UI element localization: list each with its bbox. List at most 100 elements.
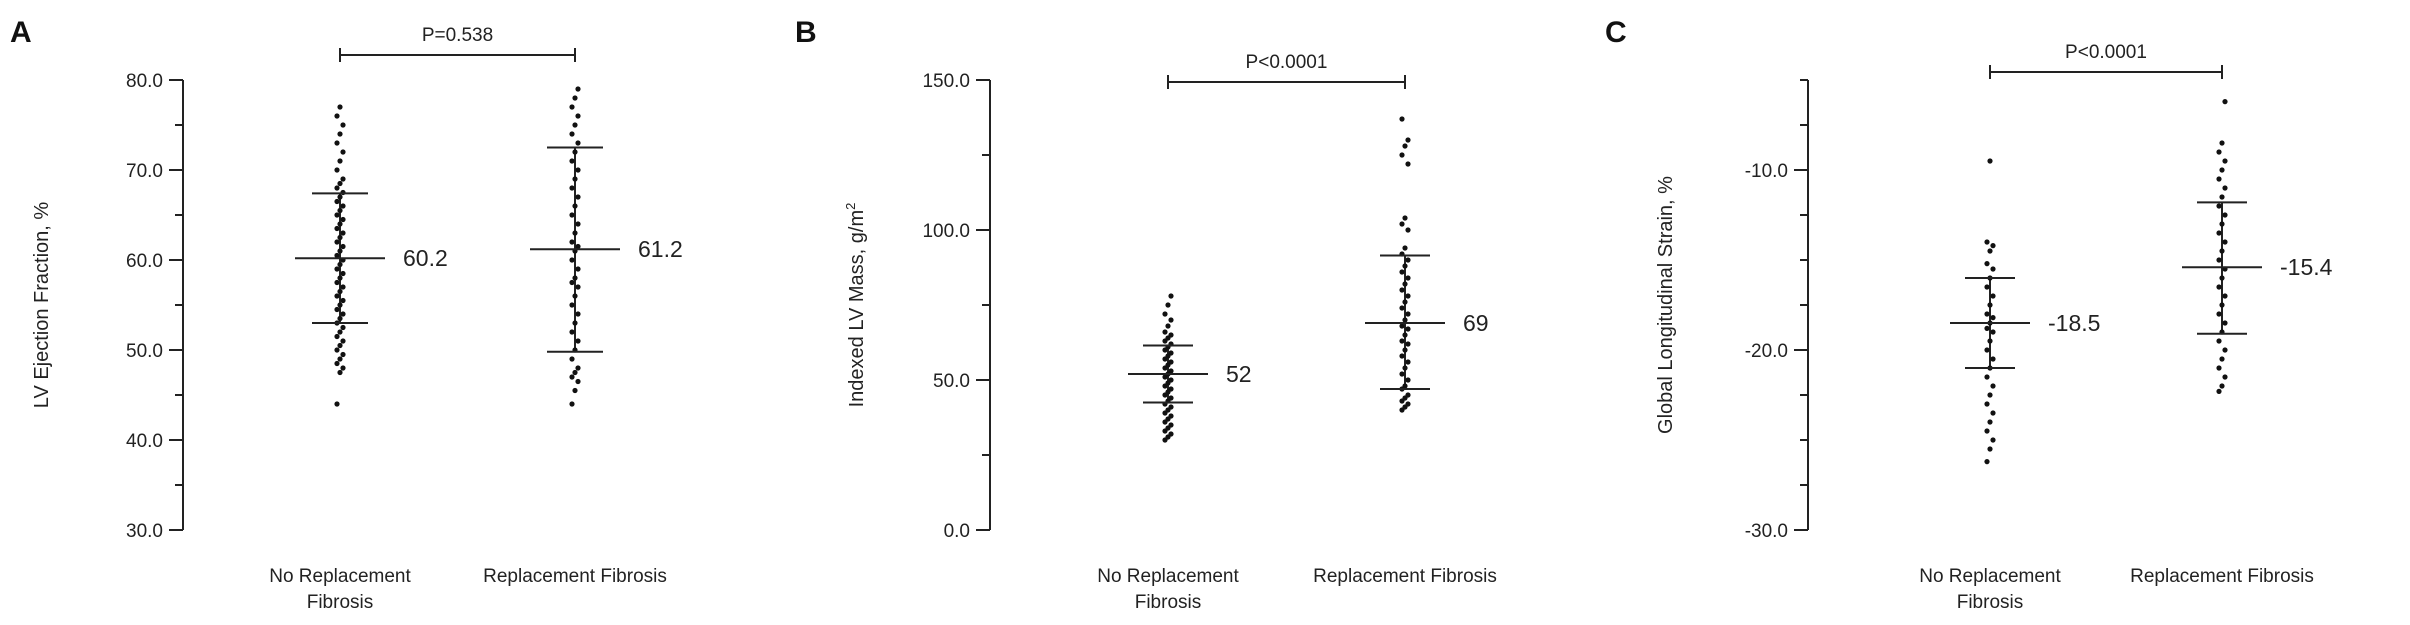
data-point [1405, 401, 1411, 407]
data-point [1405, 257, 1411, 263]
data-point [337, 131, 343, 137]
data-point [340, 230, 346, 236]
data-point [334, 167, 340, 173]
data-point [1168, 404, 1174, 410]
mean-value-label: 52 [1226, 361, 1252, 387]
data-point [337, 356, 343, 362]
data-point [340, 297, 346, 304]
data-point [1399, 338, 1405, 344]
data-point [2216, 203, 2222, 209]
data-point [1990, 243, 1996, 249]
data-point [575, 311, 581, 317]
data-point [2222, 185, 2228, 191]
data-point [1399, 371, 1405, 377]
data-point [575, 284, 581, 290]
data-point [334, 279, 340, 286]
data-point [575, 338, 581, 344]
data-point [1168, 293, 1174, 299]
data-point [575, 266, 581, 272]
data-point [1399, 221, 1405, 227]
data-point [2219, 167, 2225, 173]
data-point [1405, 377, 1411, 383]
data-point [569, 239, 575, 245]
data-point [334, 401, 340, 407]
data-point [572, 320, 578, 326]
data-point [1162, 311, 1168, 317]
data-point [1987, 248, 1993, 254]
data-point [334, 140, 340, 146]
data-point [1399, 353, 1405, 359]
y-tick-label: 40.0 [126, 431, 163, 452]
data-point [334, 212, 340, 218]
y-tick-label: -20.0 [1745, 341, 1788, 362]
data-point [1402, 317, 1408, 323]
y-axis-label: Global Longitudinal Strain, % [1655, 176, 1677, 434]
data-point [1399, 269, 1405, 275]
data-point [1990, 410, 1996, 416]
data-point [1402, 245, 1408, 251]
data-point [2219, 194, 2225, 200]
data-point [575, 243, 581, 250]
data-point [1402, 299, 1408, 305]
panel-letter: A [10, 16, 32, 49]
data-point [575, 365, 581, 371]
data-point [569, 329, 575, 335]
data-point [334, 266, 340, 272]
data-point [2216, 257, 2222, 263]
panel-letter: C [1605, 16, 1627, 49]
data-point [340, 122, 346, 128]
y-tick-label: -10.0 [1745, 161, 1788, 182]
data-point [337, 329, 343, 335]
data-point [337, 275, 343, 281]
data-point [1990, 356, 1996, 362]
x-category-label: Replacement Fibrosis [2130, 566, 2314, 587]
data-point [2222, 293, 2228, 299]
data-point [334, 252, 340, 259]
y-tick-label: -30.0 [1745, 521, 1788, 542]
series-group: -18.5 [1950, 158, 2100, 465]
data-point [340, 351, 346, 358]
data-point [1984, 459, 1990, 465]
data-point [569, 158, 575, 164]
data-point [337, 234, 343, 241]
data-point [1984, 347, 1990, 353]
data-point [1399, 323, 1405, 329]
chart-panel-b: B 0.0 50.0 100.0 150.0 Indexed LV Mass, g/m2 5… [795, 16, 1497, 613]
data-point [2219, 221, 2225, 227]
data-point [334, 198, 340, 205]
data-point [1984, 284, 1990, 290]
data-point [1984, 261, 1990, 267]
data-point [337, 342, 343, 349]
data-point [1168, 413, 1174, 419]
data-point [337, 315, 343, 322]
data-point [2219, 248, 2225, 254]
data-point [569, 302, 575, 308]
y-tick-label: 100.0 [922, 221, 970, 242]
data-point [572, 230, 578, 236]
data-point [569, 104, 575, 110]
data-point [2222, 347, 2228, 353]
series-group: 61.2 [530, 86, 683, 407]
data-point [2222, 374, 2228, 380]
data-point [2219, 356, 2225, 362]
y-tick-label: 80.0 [126, 71, 163, 92]
data-point [337, 104, 343, 110]
data-point [2222, 158, 2228, 164]
data-point [1987, 446, 1993, 452]
data-point [1405, 137, 1411, 143]
data-point [334, 347, 340, 353]
data-point [1399, 152, 1405, 158]
data-point [575, 378, 581, 385]
data-point [1168, 395, 1174, 401]
data-point [2222, 212, 2228, 218]
data-point [2222, 239, 2228, 245]
data-point [2216, 311, 2222, 317]
data-point [1399, 287, 1405, 293]
data-point [1987, 392, 1993, 398]
data-point [2216, 338, 2222, 344]
data-point [1399, 305, 1405, 311]
data-point [1165, 302, 1171, 308]
data-point [1168, 359, 1174, 365]
data-point [1405, 311, 1411, 317]
data-point [569, 257, 575, 263]
